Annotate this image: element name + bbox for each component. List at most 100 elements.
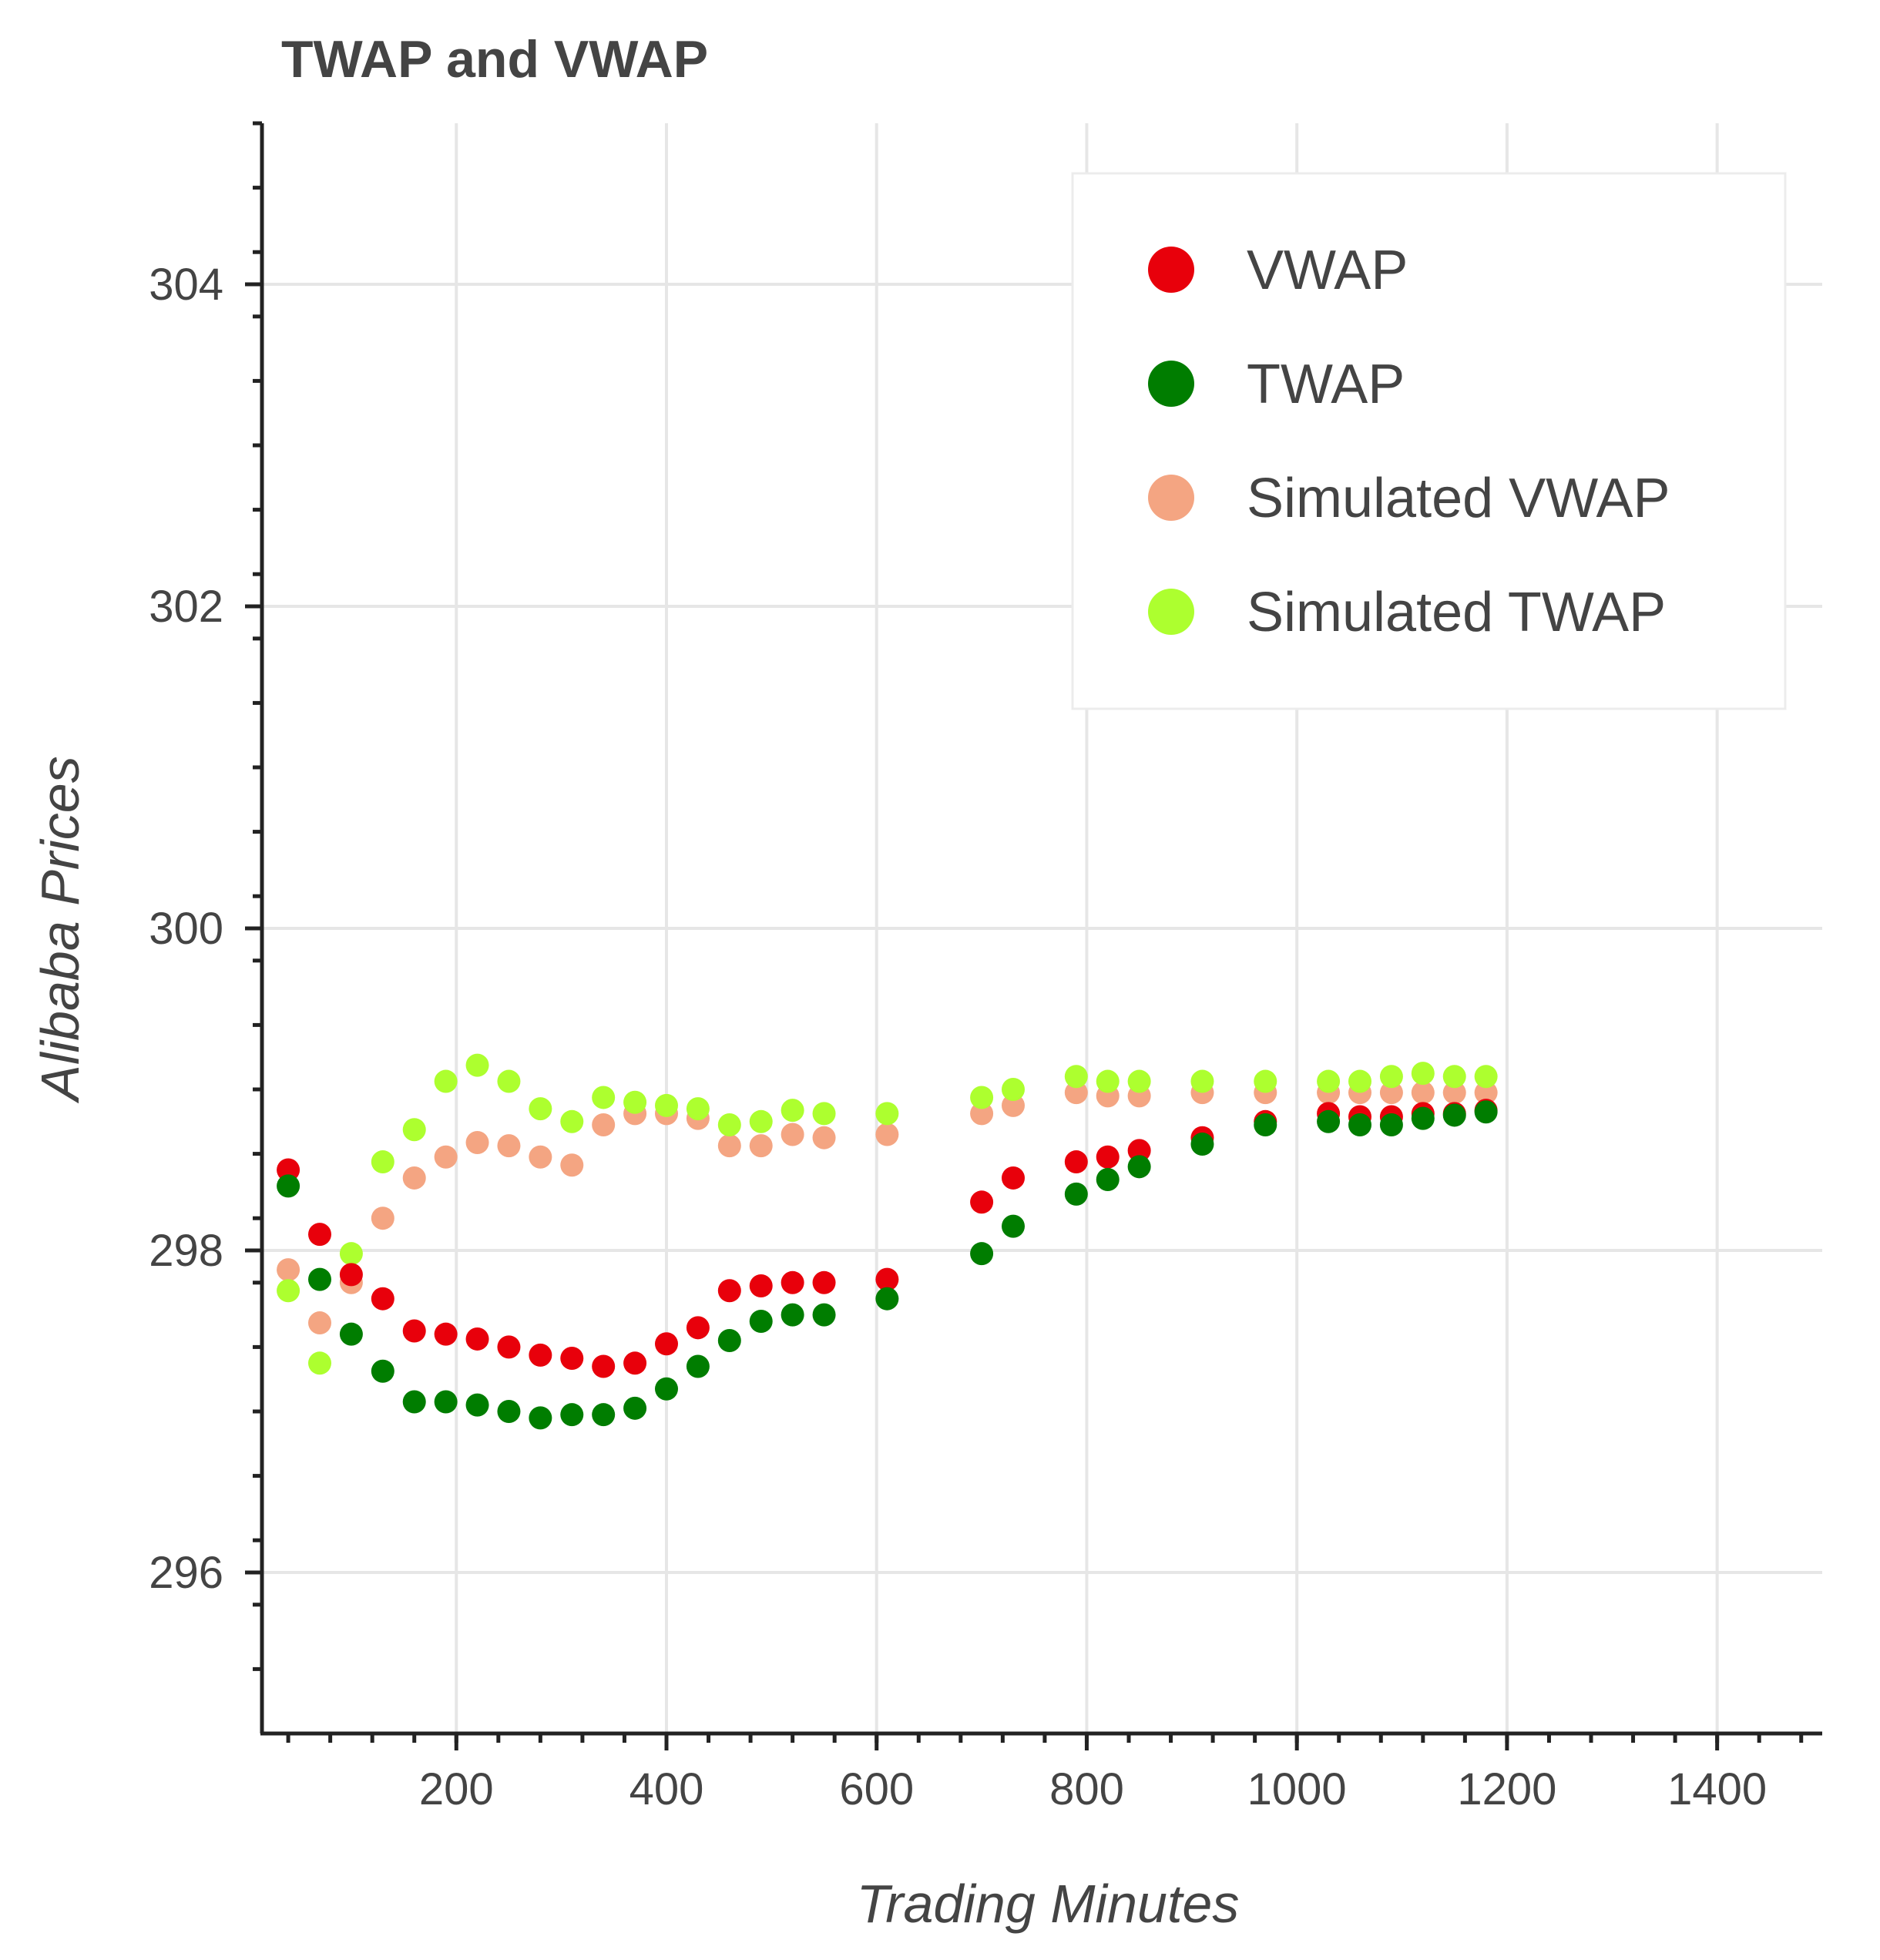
twap-point: [497, 1400, 521, 1423]
simulated-vwap-point: [592, 1113, 616, 1136]
y-tick-label: 300: [149, 904, 223, 954]
simulated-twap-point: [277, 1279, 300, 1303]
simulated-vwap-point: [1002, 1093, 1025, 1117]
simulated-vwap-point: [781, 1123, 804, 1146]
legend-marker-twap: [1148, 361, 1194, 407]
data-points: [277, 1053, 1498, 1430]
simulated-twap-point: [497, 1069, 521, 1093]
vwap-point: [1127, 1139, 1151, 1163]
twap-point: [277, 1174, 300, 1198]
vwap-point: [308, 1223, 331, 1247]
x-tick-label: 800: [1049, 1764, 1124, 1814]
twap-point: [1317, 1109, 1341, 1133]
simulated-vwap-point: [434, 1145, 458, 1169]
simulated-twap-point: [308, 1351, 331, 1375]
simulated-twap-point: [1317, 1069, 1341, 1093]
simulated-vwap-point: [371, 1207, 394, 1230]
simulated-vwap-point: [465, 1130, 489, 1154]
x-tick-label: 1400: [1667, 1764, 1767, 1814]
twap-point: [592, 1403, 616, 1427]
vwap-point: [560, 1347, 584, 1371]
chart-title: TWAP and VWAP: [281, 30, 708, 89]
twap-point: [812, 1303, 836, 1327]
legend: VWAP TWAP Simulated VWAP Simulated TWAP: [1071, 172, 1787, 710]
twap-point: [1474, 1100, 1498, 1124]
simulated-vwap-point: [970, 1102, 994, 1126]
y-tick-label: 296: [149, 1548, 223, 1598]
twap-point: [402, 1390, 426, 1414]
simulated-vwap-point: [1064, 1081, 1088, 1105]
twap-point: [686, 1354, 710, 1378]
simulated-vwap-point: [560, 1153, 584, 1177]
vwap-point: [970, 1190, 994, 1214]
simulated-twap-point: [1254, 1069, 1277, 1093]
twap-point: [1064, 1182, 1088, 1206]
simulated-twap-point: [1002, 1078, 1025, 1101]
twap-point: [308, 1267, 331, 1291]
x-tick-label: 200: [419, 1764, 494, 1814]
legend-marker-simulated-vwap: [1148, 475, 1194, 521]
legend-label-vwap: VWAP: [1247, 240, 1408, 301]
vwap-point: [781, 1270, 804, 1294]
simulated-twap-point: [1190, 1069, 1214, 1093]
simulated-twap-point: [717, 1113, 741, 1136]
legend-marker-simulated-twap: [1148, 589, 1194, 635]
vwap-point: [402, 1319, 426, 1343]
y-tick-label: 302: [149, 582, 223, 632]
vwap-point: [655, 1332, 678, 1356]
simulated-vwap-point: [308, 1311, 331, 1335]
legend-label-simulated-vwap: Simulated VWAP: [1247, 468, 1670, 529]
simulated-twap-point: [686, 1097, 710, 1121]
vwap-point: [1096, 1145, 1120, 1169]
vwap-point: [812, 1270, 836, 1294]
twap-point: [434, 1390, 458, 1414]
y-tick-label: 298: [149, 1226, 223, 1276]
twap-point: [465, 1393, 489, 1417]
twap-point: [1127, 1155, 1151, 1179]
vwap-point: [465, 1327, 489, 1351]
simulated-twap-point: [465, 1053, 489, 1077]
legend-label-simulated-twap: Simulated TWAP: [1247, 582, 1666, 643]
twap-point: [970, 1242, 994, 1266]
twap-point: [655, 1377, 678, 1401]
twap-point: [875, 1287, 899, 1311]
simulated-twap-point: [434, 1069, 458, 1093]
simulated-twap-point: [529, 1097, 552, 1121]
twap-point: [371, 1359, 394, 1383]
x-tick-label: 400: [629, 1764, 704, 1814]
simulated-vwap-point: [717, 1134, 741, 1158]
twap-point: [1002, 1214, 1025, 1238]
simulated-twap-point: [875, 1102, 899, 1126]
simulated-vwap-point: [875, 1123, 899, 1146]
twap-point: [1348, 1113, 1371, 1136]
simulated-twap-point: [970, 1086, 994, 1109]
x-tick-label: 600: [839, 1764, 914, 1814]
simulated-vwap-point: [529, 1145, 552, 1169]
simulated-twap-point: [781, 1099, 804, 1123]
twap-point: [1442, 1103, 1466, 1127]
simulated-twap-point: [749, 1109, 773, 1133]
twap-point: [781, 1303, 804, 1327]
x-axis-label: Trading Minutes: [857, 1874, 1240, 1934]
x-tick-label: 1000: [1247, 1764, 1347, 1814]
simulated-vwap-point: [1379, 1081, 1403, 1105]
legend-label-twap: TWAP: [1247, 354, 1405, 415]
simulated-twap-point: [1411, 1062, 1435, 1086]
vwap-point: [623, 1351, 647, 1375]
twap-point: [1096, 1168, 1120, 1192]
simulated-twap-point: [371, 1150, 394, 1174]
simulated-twap-point: [1127, 1069, 1151, 1093]
twap-point: [529, 1406, 552, 1430]
vwap-point: [277, 1158, 300, 1182]
vwap-point: [717, 1279, 741, 1303]
y-tick-label: 304: [149, 260, 223, 310]
twap-point: [1411, 1106, 1435, 1130]
twap-point: [1379, 1113, 1403, 1136]
simulated-vwap-point: [402, 1166, 426, 1190]
simulated-vwap-point: [497, 1134, 521, 1158]
twap-point: [1254, 1113, 1277, 1136]
simulated-vwap-point: [277, 1258, 300, 1282]
x-tick-label: 1200: [1457, 1764, 1556, 1814]
legend-marker-vwap: [1148, 247, 1194, 293]
